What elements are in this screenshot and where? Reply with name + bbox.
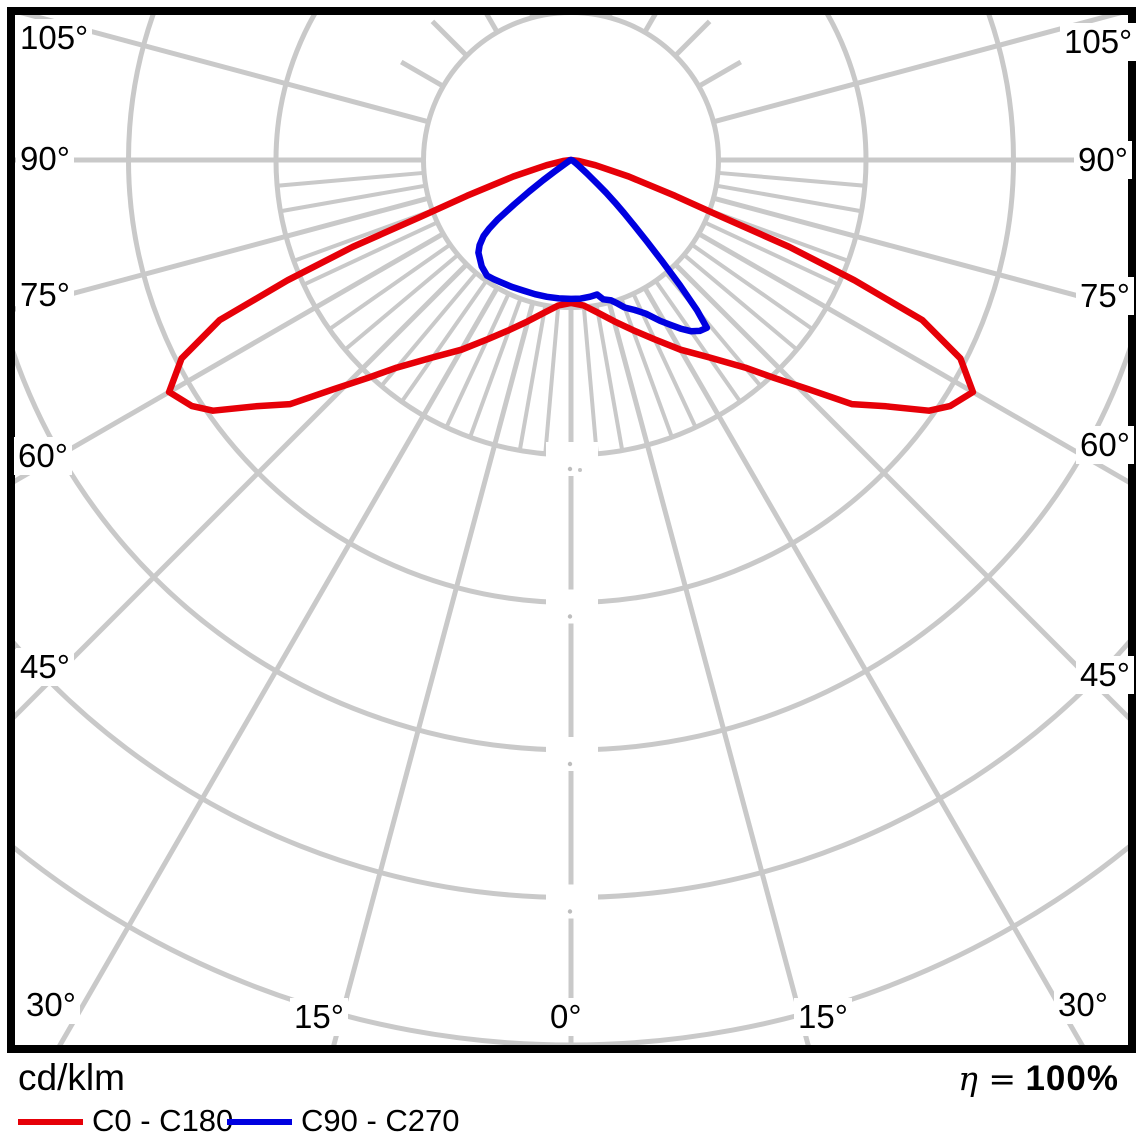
angle-label-right-45: 45° — [1076, 656, 1134, 694]
angle-label-right-90: 90° — [1074, 141, 1132, 179]
angle-label-bottom-15-left: 15° — [290, 998, 348, 1036]
legend-area: cd/klm C0 - C180 C90 - C270 η = 100% — [0, 1053, 1143, 1143]
efficiency-value: η = 100% — [958, 1059, 1119, 1099]
angle-label-right-75: 75° — [1076, 277, 1134, 315]
legend-swatch-red — [18, 1119, 83, 1125]
angle-label-right-105: 105° — [1060, 23, 1137, 61]
efficiency-percent: 100% — [1025, 1059, 1119, 1098]
angle-label-bottom-0: 0° — [546, 998, 586, 1036]
angle-label-left-105: 105° — [16, 19, 93, 57]
eta-symbol: η = — [958, 1059, 1017, 1098]
legend-swatch-blue — [227, 1119, 292, 1125]
angle-label-bottom-15-right: 15° — [794, 998, 852, 1036]
legend-label-c90-c270: C90 - C270 — [301, 1103, 460, 1138]
angle-label-left-30: 30° — [22, 986, 80, 1024]
legend-label-c0-c180: C0 - C180 — [92, 1103, 234, 1138]
angle-label-right-60: 60° — [1076, 426, 1134, 464]
angle-label-left-90: 90° — [16, 140, 74, 178]
angle-label-left-45: 45° — [16, 648, 74, 686]
angle-label-left-75: 75° — [16, 276, 74, 314]
units-label: cd/klm — [18, 1057, 125, 1098]
angle-label-right-30: 30° — [1054, 986, 1112, 1024]
angle-label-left-60: 60° — [14, 437, 72, 475]
